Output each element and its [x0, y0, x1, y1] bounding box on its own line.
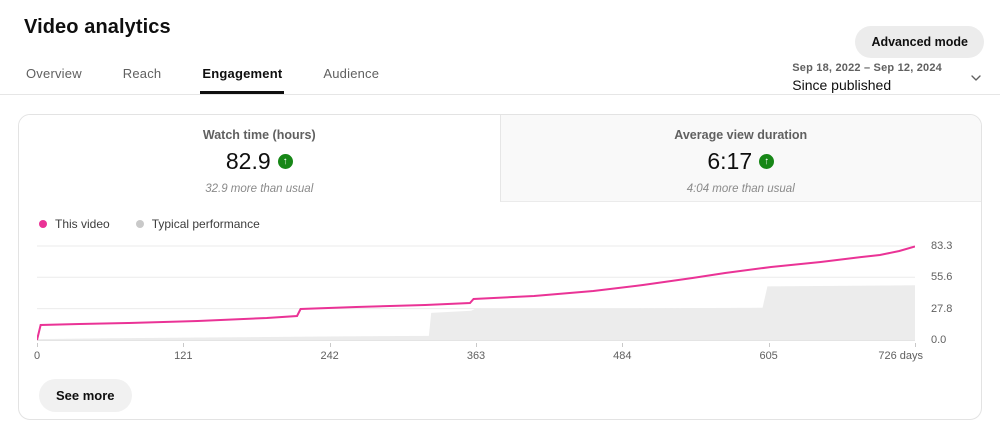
chart-plot-area[interactable]	[37, 243, 915, 343]
legend-label: Typical performance	[151, 217, 260, 231]
metric-card-avg-view-duration[interactable]: Average view duration 6:17 ↑ 4:04 more than…	[499, 115, 982, 202]
chart-row: 83.3 55.6 27.8 0.0	[37, 240, 963, 346]
see-more-button[interactable]: See more	[39, 379, 132, 412]
x-axis-tick	[768, 343, 770, 347]
x-axis-tick-label: 363	[466, 350, 486, 362]
y-axis-tick-label: 83.3	[931, 240, 953, 252]
x-axis-tick	[329, 343, 331, 347]
date-range-texts: Sep 18, 2022 – Sep 12, 2024 Since publis…	[792, 62, 942, 93]
x-axis-tick-label: 484	[613, 350, 632, 362]
chart-section: This video Typical performance 83.3 55.6 27…	[19, 217, 981, 367]
x-axis-tick	[183, 343, 185, 347]
legend-dot-icon	[135, 220, 144, 228]
metric-label: Average view duration	[674, 128, 808, 142]
tab-reach[interactable]: Reach	[121, 66, 164, 94]
metric-comparison: 4:04 more than usual	[686, 183, 795, 195]
metric-value-text: 82.9	[225, 148, 271, 174]
header-divider	[0, 94, 1000, 95]
x-axis-tick-label: 726 days	[878, 350, 924, 362]
metric-label: Watch time (hours)	[202, 128, 316, 142]
advanced-mode-button[interactable]: Advanced mode	[855, 26, 984, 58]
metric-comparison: 32.9 more than usual	[205, 183, 314, 195]
date-range-value: Sep 18, 2022 – Sep 12, 2024	[792, 62, 942, 74]
analytics-header: Video analytics Advanced mode Overview Re…	[0, 16, 1000, 95]
chart-legend: This video Typical performance	[39, 217, 963, 231]
metric-value: 82.9 ↑	[19, 148, 500, 175]
date-range-mode: Since published	[792, 77, 892, 93]
tab-overview[interactable]: Overview	[24, 66, 84, 94]
x-axis-tick	[915, 343, 916, 347]
x-axis-tick-label: 0	[33, 350, 41, 362]
legend-label: This video	[55, 217, 110, 231]
trend-up-icon: ↑	[277, 154, 293, 169]
metric-value: 6:17 ↑	[501, 148, 982, 175]
metric-tabs-row: Watch time (hours) 82.9 ↑ 32.9 more than us…	[19, 115, 981, 202]
page-title: Video analytics	[24, 16, 171, 38]
metric-value-text: 6:17	[707, 148, 753, 174]
date-range-selector[interactable]: Sep 18, 2022 – Sep 12, 2024 Since publis…	[792, 62, 984, 93]
y-axis-tick-label: 55.6	[931, 271, 953, 284]
trend-up-icon: ↑	[759, 154, 775, 169]
x-axis-tick	[622, 343, 624, 347]
chevron-down-icon[interactable]	[968, 70, 984, 86]
x-axis-tick-label: 242	[320, 350, 339, 362]
watch-time-line-chart[interactable]	[37, 243, 915, 343]
y-axis-labels: 83.3 55.6 27.8 0.0	[915, 240, 963, 346]
tab-engagement[interactable]: Engagement	[200, 66, 285, 94]
x-axis-tick	[476, 343, 477, 347]
legend-item-typical-performance: Typical performance	[135, 217, 260, 231]
x-axis-tick-label: 121	[174, 350, 193, 362]
x-axis-tick	[37, 343, 38, 347]
analytics-tabs: Overview Reach Engagement Audience	[24, 66, 1000, 94]
y-axis-tick-label: 27.8	[931, 302, 953, 315]
engagement-analytics-card: Watch time (hours) 82.9 ↑ 32.9 more than us…	[18, 114, 982, 420]
legend-item-this-video: This video	[39, 217, 110, 231]
metric-card-watch-time[interactable]: Watch time (hours) 82.9 ↑ 32.9 more than us…	[19, 115, 500, 202]
x-axis-tick-label: 605	[759, 350, 778, 362]
x-axis: 0 121 242 363 484 605 726 days	[33, 343, 923, 367]
tab-audience[interactable]: Audience	[321, 66, 381, 94]
legend-dot-icon	[39, 220, 47, 228]
y-axis-tick-label: 0.0	[931, 334, 947, 346]
